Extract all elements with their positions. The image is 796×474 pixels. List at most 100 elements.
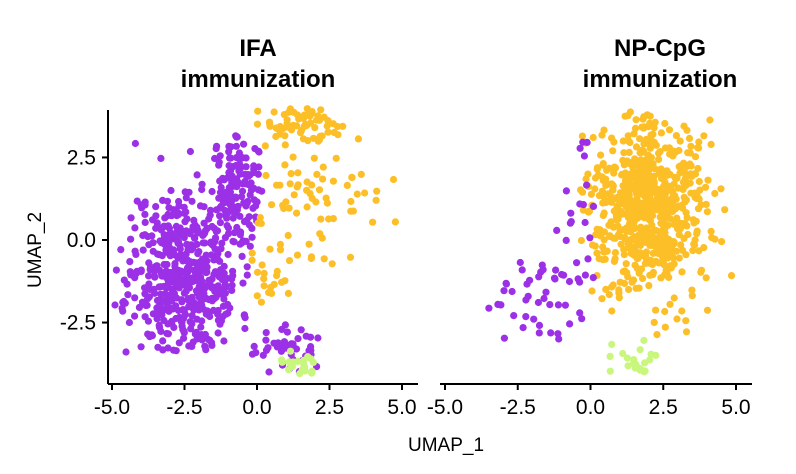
data-point [485,304,493,312]
data-point [677,219,685,227]
data-point [194,303,202,311]
data-point [161,231,169,240]
data-point [510,312,518,320]
data-point [621,235,629,243]
data-point [248,256,256,264]
data-point [622,260,630,268]
data-point [689,216,697,224]
data-point [639,274,647,283]
data-point [230,238,238,246]
data-point [346,253,355,261]
data-point [304,353,312,361]
data-point [217,183,225,192]
data-point [236,231,244,239]
data-point [182,278,191,287]
data-point [185,188,193,196]
data-point [325,215,333,223]
data-point [561,301,570,309]
data-point [690,170,699,178]
data-point [154,343,162,351]
data-point [286,180,294,188]
data-point [598,187,607,195]
data-point [145,241,153,249]
data-point [286,105,294,113]
data-point [198,180,206,188]
data-point [188,312,196,320]
data-point [127,214,135,222]
data-point [168,273,176,281]
data-point [695,138,703,146]
data-point [361,189,369,197]
data-point [348,173,356,181]
data-point [201,342,209,350]
data-point [286,347,295,355]
data-point [169,206,177,214]
data-point [343,181,351,189]
data-point [254,107,262,115]
data-point [317,106,325,114]
data-point [248,350,257,358]
data-point [272,132,280,141]
x-tick-label: 5.0 [721,396,750,419]
data-point [602,285,610,293]
data-point [151,273,159,281]
data-point [702,274,710,282]
data-point [200,219,208,227]
data-point [126,258,134,266]
data-point [629,359,638,368]
data-point [122,348,130,356]
data-point [188,197,196,205]
data-point [650,181,658,190]
data-point [236,240,244,248]
panel-title-line1: IFA [239,35,276,62]
data-point [588,241,597,249]
data-point [718,238,726,246]
data-point [546,301,554,309]
data-point [700,132,708,140]
data-point [372,196,380,204]
data-point [208,341,216,349]
data-point [153,315,161,323]
data-point [141,284,149,292]
data-point [278,356,286,364]
data-point [180,289,188,297]
data-point [599,161,607,169]
data-point [170,289,178,297]
data-point [281,132,289,140]
data-point [247,179,255,187]
data-point [535,321,544,329]
data-point [214,329,222,337]
data-point [132,250,140,258]
data-point [186,147,194,156]
data-point [309,134,318,142]
data-point [180,203,188,211]
data-point [166,252,174,260]
data-point [577,236,586,245]
data-point [620,149,628,157]
data-point [573,259,581,267]
data-point [125,318,133,327]
data-point [687,142,695,150]
data-point [608,283,616,291]
data-point [500,334,508,342]
data-point [203,263,211,271]
x-tick-label: -2.5 [166,396,202,419]
data-point [621,200,629,209]
data-point [317,215,325,223]
data-point [319,163,327,171]
data-point [596,226,604,234]
data-point [579,201,588,209]
data-point [704,176,712,184]
data-point [640,140,648,148]
data-point [645,173,653,181]
data-point [157,290,165,298]
data-point [270,280,278,288]
data-point [688,292,696,300]
data-point [602,198,610,207]
data-point [288,126,296,134]
data-point [280,338,288,346]
data-point [671,173,679,181]
data-point [648,228,657,237]
data-point [565,277,574,286]
